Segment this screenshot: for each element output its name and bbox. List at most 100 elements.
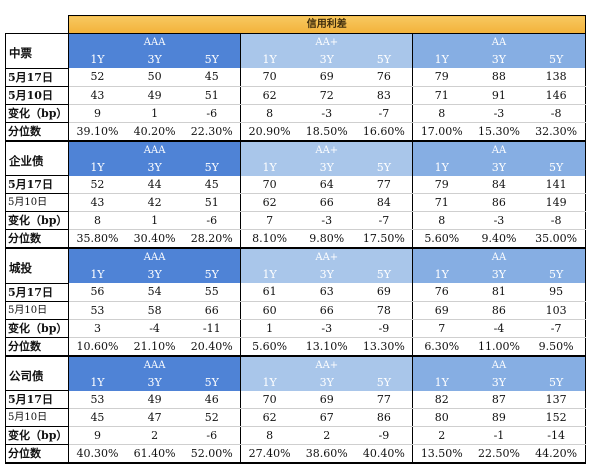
table-cell: 70 bbox=[240, 390, 299, 409]
tenor-header: 1Y bbox=[67, 266, 126, 283]
tenor-header: 5Y bbox=[183, 51, 241, 68]
table-cell: 8 bbox=[412, 211, 471, 230]
table-cell: 149 bbox=[527, 193, 586, 212]
tenor-header: 3Y bbox=[470, 51, 528, 68]
tenor-header: 1Y bbox=[240, 158, 299, 176]
table-cell: 13.30% bbox=[355, 337, 413, 357]
table-cell: 40.40% bbox=[355, 444, 413, 464]
table-cell: 71 bbox=[412, 86, 471, 105]
table-cell: -3 bbox=[470, 104, 528, 123]
section-header-row: 企业债 AAA AA+ AA bbox=[5, 140, 586, 176]
table-cell: 86 bbox=[470, 193, 528, 212]
table-cell: 79 bbox=[412, 68, 471, 87]
table-cell: 84 bbox=[470, 175, 528, 194]
table-cell: 39.10% bbox=[67, 122, 126, 142]
table-cell: 81 bbox=[470, 283, 528, 302]
rating-header-aa: AA bbox=[412, 33, 586, 51]
table-cell: -14 bbox=[527, 426, 586, 445]
table-cell: 80 bbox=[412, 408, 471, 427]
rating-header-aaa: AAA bbox=[67, 355, 241, 374]
row-label: 变化（bp） bbox=[5, 318, 69, 338]
rating-header-aa: AA bbox=[412, 140, 586, 159]
rating-header-aa-plus: AA+ bbox=[240, 355, 413, 374]
table-cell: 62 bbox=[240, 408, 299, 427]
tenor-header: 5Y bbox=[355, 158, 413, 176]
tenor-header: 5Y bbox=[527, 51, 586, 68]
rating-header-aa-plus: AA+ bbox=[240, 248, 413, 266]
section-name: 企业债 bbox=[5, 140, 69, 176]
data-row: 分位数 10.60% 21.10% 20.40% 5.60% 13.10% 13… bbox=[5, 336, 586, 357]
table-cell: -7 bbox=[527, 319, 586, 338]
table-cell: 86 bbox=[355, 408, 413, 427]
section-name: 中票 bbox=[5, 33, 69, 69]
row-label: 分位数 bbox=[5, 229, 69, 249]
table-cell: -3 bbox=[470, 211, 528, 230]
tenor-header: 3Y bbox=[125, 373, 184, 391]
row-label: 分位数 bbox=[5, 121, 69, 142]
table-cell: 1 bbox=[125, 211, 184, 230]
table-cell: 77 bbox=[355, 175, 413, 194]
table-cell: 83 bbox=[355, 86, 413, 105]
table-cell: 88 bbox=[470, 68, 528, 87]
section-header-row: 城投 AAA AA+ AA bbox=[5, 247, 586, 284]
table-cell: 35.80% bbox=[67, 229, 126, 249]
table-cell: 8 bbox=[412, 104, 471, 123]
table-cell: 49 bbox=[125, 390, 184, 409]
tenor-header: 1Y bbox=[67, 51, 126, 68]
table-cell: 53 bbox=[67, 390, 126, 409]
row-label: 变化（bp） bbox=[5, 426, 69, 445]
data-row: 变化（bp） 9 2 -6 8 2 -9 2 -1 -14 bbox=[5, 426, 586, 445]
row-label: 分位数 bbox=[5, 444, 69, 464]
table-cell: 42 bbox=[125, 193, 184, 212]
table-cell: 82 bbox=[412, 390, 471, 409]
data-row: 变化（bp） 8 1 -6 7 -3 -7 8 -3 -8 bbox=[5, 211, 586, 230]
table-cell: 8 bbox=[240, 426, 299, 445]
table-cell: 72 bbox=[298, 86, 356, 105]
table-cell: 71 bbox=[412, 193, 471, 212]
tenor-header: 5Y bbox=[527, 158, 586, 176]
table-cell: 89 bbox=[470, 408, 528, 427]
data-row: 分位数 39.10% 40.20% 22.30% 20.90% 18.50% 1… bbox=[5, 121, 586, 142]
tenor-header: 1Y bbox=[67, 158, 126, 176]
table-cell: 77 bbox=[355, 390, 413, 409]
table-cell: 9 bbox=[67, 104, 126, 123]
tenor-header: 3Y bbox=[470, 266, 528, 283]
tenor-header: 3Y bbox=[470, 373, 528, 391]
table-cell: 69 bbox=[298, 68, 356, 87]
row-label: 5月17日 bbox=[5, 67, 69, 87]
table-cell: 64 bbox=[298, 175, 356, 194]
table-cell: 55 bbox=[183, 283, 241, 302]
table-cell: 1 bbox=[240, 319, 299, 338]
corner-cell bbox=[5, 15, 69, 34]
tenor-header: 3Y bbox=[298, 158, 356, 176]
tenor-header-row: 1Y 3Y 5Y 1Y 3Y 5Y 1Y 3Y 5Y bbox=[6, 51, 586, 68]
table-cell: 21.10% bbox=[125, 337, 184, 357]
tenor-header: 3Y bbox=[298, 51, 356, 68]
table-cell: -7 bbox=[355, 104, 413, 123]
row-label: 5月17日 bbox=[5, 175, 69, 194]
table-cell: 50 bbox=[125, 68, 184, 87]
table-cell: 51 bbox=[183, 193, 241, 212]
table-cell: -1 bbox=[470, 426, 528, 445]
table-cell: 70 bbox=[240, 68, 299, 87]
data-row: 5月17日 52 50 45 70 69 76 79 88 138 bbox=[5, 67, 586, 87]
table-cell: 51 bbox=[183, 86, 241, 105]
table-cell: -6 bbox=[183, 426, 241, 445]
tenor-header: 1Y bbox=[412, 158, 471, 176]
tenor-header: 1Y bbox=[412, 266, 471, 283]
table-cell: 52 bbox=[67, 175, 126, 194]
table-cell: 76 bbox=[412, 283, 471, 302]
table-cell: 28.20% bbox=[183, 229, 241, 249]
table-cell: 91 bbox=[470, 86, 528, 105]
table-cell: 45 bbox=[183, 175, 241, 194]
table-cell: 138 bbox=[527, 68, 586, 87]
table-cell: 2 bbox=[125, 426, 184, 445]
tenor-header: 5Y bbox=[527, 266, 586, 283]
tenor-header: 3Y bbox=[125, 158, 184, 176]
data-row: 变化（bp） 3 -4 -11 1 -3 -9 7 -4 -7 bbox=[5, 318, 586, 338]
table-cell: 78 bbox=[355, 301, 413, 320]
tenor-header: 3Y bbox=[125, 51, 184, 68]
table-cell: 32.30% bbox=[527, 122, 586, 142]
table-cell: 9.80% bbox=[298, 229, 356, 249]
data-row: 5月10日 53 58 66 60 66 78 69 86 103 bbox=[5, 300, 586, 320]
